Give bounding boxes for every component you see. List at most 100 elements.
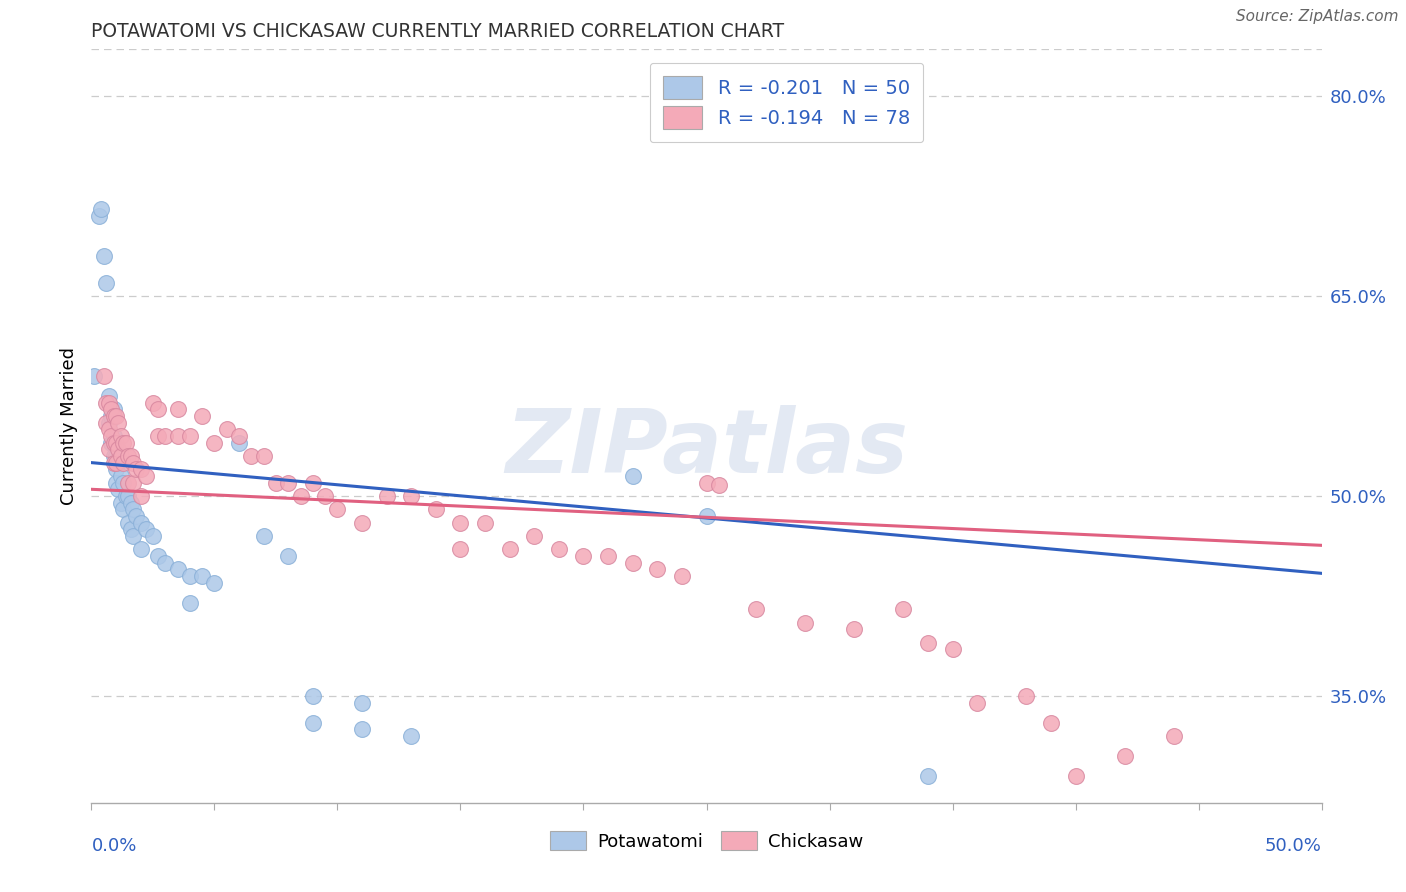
- Point: [277, 475, 299, 490]
- Point: [117, 489, 139, 503]
- Point: [103, 409, 125, 423]
- Point: [314, 489, 336, 503]
- Point: [166, 402, 188, 417]
- Point: [917, 769, 939, 783]
- Point: [122, 502, 145, 516]
- Point: [129, 489, 152, 503]
- Point: [941, 642, 963, 657]
- Point: [93, 368, 115, 383]
- Point: [112, 456, 135, 470]
- Point: [96, 276, 117, 290]
- Y-axis label: Currently Married: Currently Married: [59, 347, 77, 505]
- Point: [707, 478, 730, 492]
- Point: [124, 462, 146, 476]
- Text: 0.0%: 0.0%: [91, 837, 136, 855]
- Point: [301, 715, 323, 730]
- Point: [1039, 715, 1063, 730]
- Point: [122, 475, 145, 490]
- Point: [100, 409, 122, 423]
- Point: [112, 502, 135, 516]
- Point: [228, 429, 250, 443]
- Point: [142, 395, 165, 409]
- Point: [110, 429, 132, 443]
- Point: [290, 489, 312, 503]
- Point: [117, 449, 139, 463]
- Point: [107, 416, 129, 430]
- Point: [105, 409, 127, 423]
- Point: [153, 556, 177, 570]
- Point: [179, 429, 201, 443]
- Point: [146, 429, 169, 443]
- Point: [122, 529, 145, 543]
- Point: [124, 508, 146, 523]
- Point: [135, 522, 156, 536]
- Point: [146, 549, 169, 563]
- Point: [110, 495, 132, 509]
- Point: [96, 395, 117, 409]
- Point: [966, 696, 988, 710]
- Point: [117, 516, 139, 530]
- Point: [301, 475, 323, 490]
- Point: [621, 556, 644, 570]
- Point: [103, 435, 125, 450]
- Point: [107, 483, 129, 497]
- Point: [793, 615, 815, 630]
- Point: [425, 502, 447, 516]
- Point: [671, 569, 693, 583]
- Point: [87, 209, 110, 223]
- Point: [326, 502, 349, 516]
- Point: [103, 456, 125, 470]
- Point: [375, 489, 398, 503]
- Point: [105, 449, 127, 463]
- Point: [166, 562, 188, 576]
- Point: [1064, 769, 1087, 783]
- Point: [301, 689, 323, 703]
- Point: [114, 435, 138, 450]
- Point: [114, 489, 138, 503]
- Point: [523, 529, 546, 543]
- Point: [891, 602, 914, 616]
- Point: [352, 723, 374, 737]
- Point: [105, 435, 127, 450]
- Point: [129, 542, 152, 557]
- Point: [166, 429, 188, 443]
- Text: ZIPatlas: ZIPatlas: [505, 405, 908, 492]
- Point: [621, 469, 644, 483]
- Point: [112, 435, 135, 450]
- Text: 50.0%: 50.0%: [1265, 837, 1322, 855]
- Point: [105, 475, 127, 490]
- Point: [120, 522, 142, 536]
- Point: [110, 469, 132, 483]
- Point: [547, 542, 569, 557]
- Point: [645, 562, 669, 576]
- Point: [90, 202, 112, 216]
- Point: [745, 602, 768, 616]
- Point: [107, 442, 129, 457]
- Point: [103, 402, 125, 417]
- Point: [695, 508, 717, 523]
- Point: [179, 569, 201, 583]
- Point: [97, 422, 120, 436]
- Point: [264, 475, 287, 490]
- Point: [117, 475, 139, 490]
- Point: [100, 435, 122, 450]
- Point: [474, 516, 496, 530]
- Point: [399, 729, 422, 743]
- Point: [105, 456, 127, 470]
- Point: [129, 462, 152, 476]
- Point: [97, 442, 120, 457]
- Point: [93, 249, 115, 263]
- Point: [228, 435, 250, 450]
- Point: [120, 449, 142, 463]
- Point: [1163, 729, 1185, 743]
- Point: [135, 469, 156, 483]
- Point: [129, 516, 152, 530]
- Point: [110, 449, 132, 463]
- Point: [120, 495, 142, 509]
- Point: [107, 456, 129, 470]
- Point: [498, 542, 520, 557]
- Point: [1114, 749, 1136, 764]
- Point: [352, 516, 374, 530]
- Point: [202, 575, 225, 590]
- Point: [202, 435, 225, 450]
